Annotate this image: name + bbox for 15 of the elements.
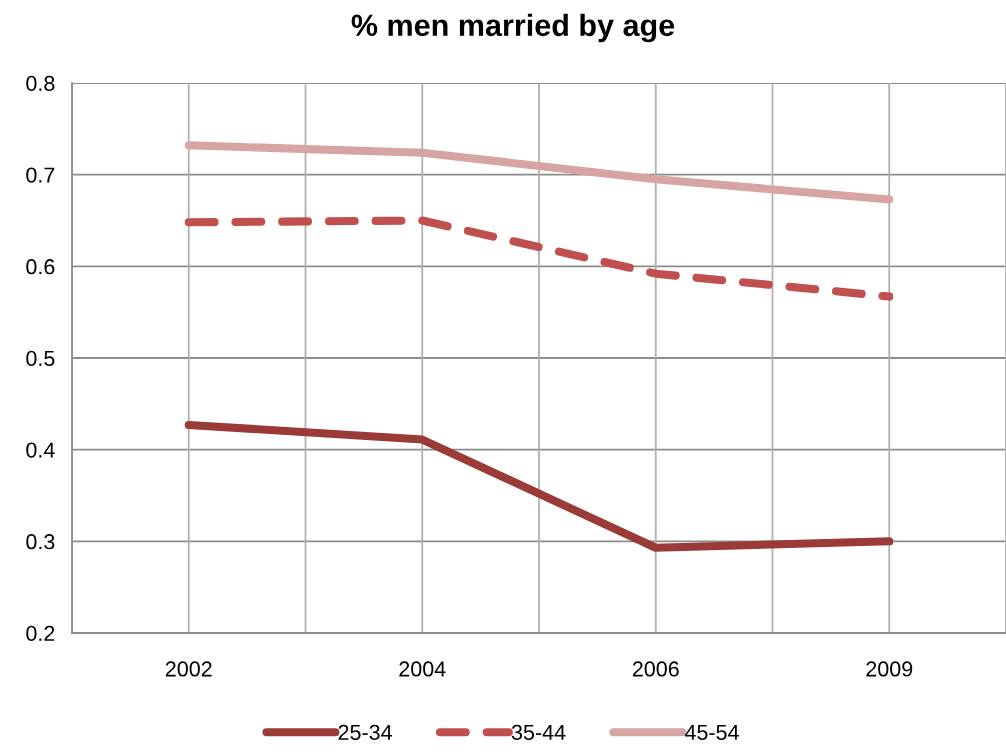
x-tick-label: 2006 [632, 661, 679, 677]
y-tick-label: 0.6 [26, 259, 55, 275]
y-tick-label: 0.7 [26, 167, 55, 183]
legend-label: 35-44 [511, 724, 566, 740]
y-tick-label: 0.5 [26, 350, 55, 367]
legend-label: 25-34 [338, 724, 392, 740]
y-tick-label: 0.2 [26, 625, 55, 642]
x-tick-label: 2004 [399, 661, 446, 677]
x-tick-label: 2002 [165, 661, 212, 677]
y-tick-label: 0.4 [26, 442, 55, 458]
legend-label: 45-54 [684, 724, 739, 740]
x-tick-label: 2009 [866, 661, 913, 677]
y-tick-label: 0.3 [26, 534, 55, 550]
y-tick-label: 0.8 [26, 75, 55, 92]
chart-title: % men married by age [351, 13, 675, 43]
